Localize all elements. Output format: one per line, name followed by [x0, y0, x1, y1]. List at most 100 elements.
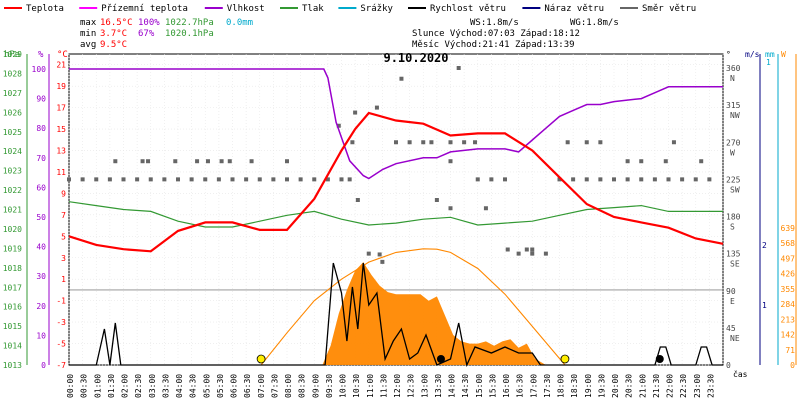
tick-time: 04:30 [189, 374, 198, 398]
wind-direction-dot [339, 177, 344, 182]
tick-solar: 639 [781, 224, 796, 233]
wind-direction-dot [353, 110, 358, 115]
stats-min-temp: 3.7°C [100, 29, 127, 39]
stats-max-label: max [80, 18, 97, 28]
wind-direction-dot [612, 177, 616, 182]
wind-direction-dot [598, 177, 603, 182]
tick-solar: 142 [781, 331, 796, 340]
tick-temp: 21 [56, 61, 66, 70]
series-temperature [68, 111, 724, 253]
tick-dir: 225 [726, 175, 741, 184]
tick-hpa: 1026 [3, 108, 22, 117]
tick-speed: 2 [762, 241, 767, 250]
tick-time: 06:30 [243, 374, 252, 398]
stats-max-hum: 100% [138, 18, 160, 28]
wind-direction-dot [195, 159, 200, 164]
legend-label-6: Náraz větru [544, 4, 604, 14]
tick-dir-label: SW [730, 185, 740, 194]
wind-direction-dot [148, 177, 153, 182]
wind-direction-dot [639, 177, 644, 182]
wind-direction-dot [448, 159, 453, 164]
moonrise-marker [655, 355, 664, 363]
tick-solar: 426 [781, 270, 796, 279]
wind-direction-dot [524, 247, 529, 252]
tick-time: 00:30 [80, 374, 89, 398]
chart-title: 9.10.2020 [383, 51, 448, 65]
legend-label-4: Srážky [360, 4, 393, 14]
tick-temp: 9 [61, 189, 66, 198]
tick-hpa: 1021 [3, 206, 22, 215]
wind-direction-dot [448, 206, 453, 211]
tick-hpa: 1014 [3, 342, 22, 351]
tick-solar: 284 [781, 300, 796, 309]
sunset-marker [560, 354, 570, 364]
tick-hpa: 1029 [3, 50, 22, 59]
wind-direction-dot [173, 159, 178, 164]
tick-speed: 1 [762, 301, 767, 310]
tick-time: 02:30 [134, 374, 143, 398]
tick-hpa: 1024 [3, 147, 22, 156]
wind-direction-dot [107, 177, 112, 182]
wind-direction-dot [312, 177, 317, 182]
tick-hum: 80 [36, 124, 46, 133]
tick-time: 11:00 [366, 374, 375, 398]
axis-unit-hpa: hPa [4, 50, 20, 60]
wind-direction-dot [680, 177, 685, 182]
series-humidity [69, 68, 723, 180]
tick-solar: 0 [790, 361, 795, 370]
tick-solar: 355 [781, 285, 796, 294]
tick-time: 09:00 [311, 374, 320, 398]
axis-unit-temp: °C [57, 50, 68, 60]
tick-hpa: 1013 [3, 361, 22, 370]
tick-time: 10:00 [339, 374, 348, 398]
tick-time: 19:00 [584, 374, 593, 398]
wind-direction-dot [146, 159, 151, 164]
wind-direction-dot [671, 140, 676, 145]
tick-time: 18:30 [570, 374, 579, 398]
tick-hum: 100 [32, 65, 47, 74]
wind-direction-dot [429, 140, 434, 145]
wind-direction-dot [80, 177, 85, 182]
wind-direction-dot [652, 177, 657, 182]
tick-hpa: 1027 [3, 89, 22, 98]
tick-time: 23:00 [693, 374, 702, 398]
wind-direction-dot [298, 177, 303, 182]
tick-time: 22:30 [679, 374, 688, 398]
tick-temp: 15 [56, 125, 66, 134]
stats-min-hum: 67% [138, 29, 155, 39]
wind-direction-dot [162, 177, 167, 182]
tick-time: 07:30 [270, 374, 279, 398]
tick-time: 12:00 [393, 374, 402, 398]
wind-direction-dot [244, 177, 249, 182]
wind-direction-dot [230, 177, 235, 182]
legend-label-2: Vlhkost [227, 4, 265, 14]
stats-min-press: 1020.1hPa [165, 29, 214, 39]
wind-direction-dot [516, 251, 521, 256]
tick-time: 00:00 [66, 374, 75, 398]
stats-min-label: min [80, 29, 96, 39]
tick-time: 14:00 [448, 374, 457, 398]
tick-time: 18:00 [557, 374, 566, 398]
tick-hum: 90 [36, 95, 46, 104]
tick-temp: 1 [61, 275, 66, 284]
tick-time: 13:00 [420, 374, 429, 398]
tick-hum: 10 [36, 331, 46, 340]
axis-unit-dir: ° [726, 50, 731, 59]
tick-temp: 7 [61, 211, 66, 220]
tick-dir: 360 [726, 64, 741, 73]
wind-direction-dot [663, 159, 668, 164]
legend-label-0: Teplota [26, 4, 64, 14]
sunrise-marker [256, 354, 266, 364]
axis-label-time: čas [733, 369, 748, 379]
wind-direction-dot [625, 177, 630, 182]
tick-solar: 213 [781, 315, 796, 324]
tick-temp: 13 [56, 147, 66, 156]
wind-direction-dot [473, 140, 478, 145]
stats-max-press: 1022.7hPa [165, 18, 214, 28]
wind-direction-dot [285, 159, 289, 164]
tick-hpa: 1018 [3, 264, 22, 273]
tick-time: 15:30 [488, 374, 497, 398]
tick-time: 19:30 [597, 374, 606, 398]
wind-direction-dot [421, 140, 426, 145]
wind-direction-dot [434, 198, 439, 202]
